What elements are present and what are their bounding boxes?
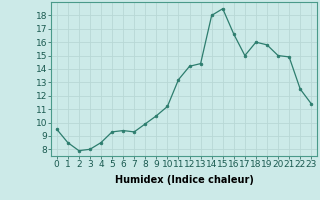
X-axis label: Humidex (Indice chaleur): Humidex (Indice chaleur) [115, 175, 253, 185]
